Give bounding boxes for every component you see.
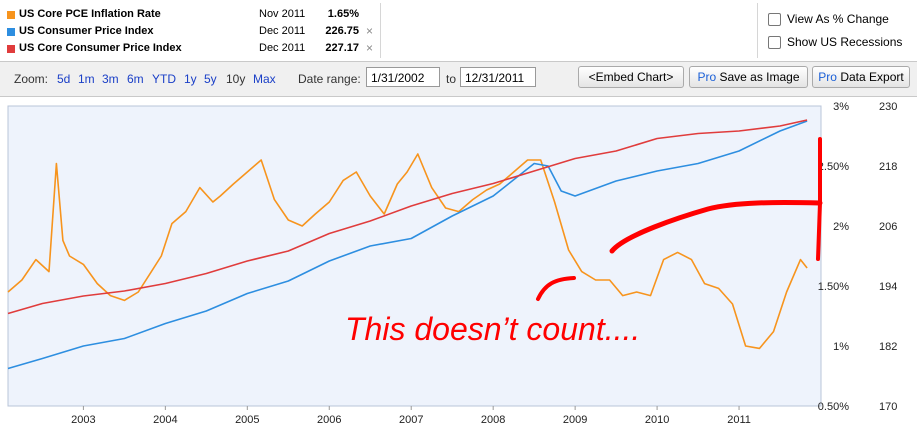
show-recessions-label: Show US Recessions [787, 35, 903, 49]
data-export-label: Data Export [840, 70, 904, 84]
series-line-us-core-pce-inflation-rate [7, 153, 808, 350]
date-range-label: Date range: [298, 72, 361, 86]
zoom-option-5y[interactable]: 5y [204, 72, 217, 86]
series-name: US Core PCE Inflation Rate [19, 8, 161, 20]
legend-row: US Core Consumer Price Index Dec 2011 227.… [3, 41, 380, 57]
legend-row: US Core PCE Inflation Rate Nov 2011 1.65% [3, 7, 380, 23]
legend-panel: US Core PCE Inflation Rate Nov 2011 1.65% U… [3, 3, 381, 58]
divider [0, 61, 917, 62]
annotation-line-stroke [609, 200, 823, 254]
series-line-us-consumer-price-index [7, 120, 808, 370]
y-left-tick-label: 0.50% [818, 401, 849, 413]
embed-chart-button[interactable]: <Embed Chart> [578, 66, 684, 88]
x-tick-label: 2011 [727, 414, 751, 426]
series-swatch [7, 28, 15, 36]
series-name: US Consumer Price Index [19, 25, 154, 37]
options-panel: View As % Change Show US Recessions [757, 3, 915, 58]
zoom-option-1m[interactable]: 1m [78, 72, 95, 86]
remove-series-icon[interactable]: × [366, 41, 374, 55]
x-tick-label: 2006 [317, 414, 341, 426]
zoom-option-1y[interactable]: 1y [184, 72, 197, 86]
series-name: US Core Consumer Price Index [19, 42, 182, 54]
y-left-tick-label: 2.50% [818, 161, 849, 173]
annotation-curl-stroke [536, 276, 576, 301]
series-date: Dec 2011 [259, 25, 306, 37]
data-export-button[interactable]: Pro Data Export [812, 66, 910, 88]
y-left-tick-label: 3% [833, 101, 849, 113]
y-right-tick-label: 230 [879, 101, 897, 113]
zoom-option-5d[interactable]: 5d [57, 72, 71, 86]
pro-badge: Pro [697, 70, 717, 84]
plot-area [7, 105, 822, 407]
view-as-percent-label: View As % Change [787, 12, 889, 26]
annotation-vertical-stroke [816, 137, 822, 261]
series-value: 227.17 [325, 42, 359, 54]
y-left-tick-label: 2% [833, 221, 849, 233]
zoom-option-6m[interactable]: 6m [127, 72, 144, 86]
y-left-tick-label: 1.50% [818, 281, 849, 293]
x-tick-label: 2005 [235, 414, 259, 426]
handwritten-annotation: This doesn’t count.... [345, 137, 823, 347]
series-swatch [7, 45, 15, 53]
to-label: to [446, 72, 457, 86]
save-as-image-button[interactable]: Pro Save as Image [689, 66, 808, 88]
remove-series-icon[interactable]: × [366, 24, 374, 38]
x-tick-label: 2004 [153, 414, 177, 426]
series-swatch [7, 11, 15, 19]
start-date-input[interactable]: 1/31/2002 [366, 67, 440, 87]
series-value: 226.75 [325, 25, 359, 37]
save-as-image-label: Save as Image [719, 70, 800, 84]
x-tick-label: 2009 [563, 414, 587, 426]
zoom-option-10y[interactable]: 10y [226, 72, 246, 86]
x-tick-label: 2008 [481, 414, 505, 426]
series-value: 1.65% [327, 8, 359, 20]
y-left-tick-label: 1% [833, 341, 849, 353]
legend-row: US Consumer Price Index Dec 2011 226.75 × [3, 24, 380, 40]
x-tick-label: 2010 [645, 414, 669, 426]
series-date: Dec 2011 [259, 42, 306, 54]
zoom-option-max[interactable]: Max [253, 72, 276, 86]
zoom-label: Zoom: [14, 72, 49, 86]
zoom-option-3m[interactable]: 3m [102, 72, 119, 86]
y-right-tick-label: 194 [879, 281, 897, 293]
y-right-tick-label: 218 [879, 161, 897, 173]
show-recessions-checkbox[interactable] [768, 36, 781, 49]
line-chart: 2003 2004 2005 2006 2007 2008 2009 2010 2011 3% 2… [0, 99, 917, 432]
x-tick-label: 2007 [399, 414, 423, 426]
view-as-percent-checkbox[interactable] [768, 13, 781, 26]
end-date-input[interactable]: 12/31/2011 [460, 67, 536, 87]
series-line-us-core-consumer-price-index [7, 119, 808, 315]
series-date: Nov 2011 [259, 8, 306, 20]
x-tick-label: 2003 [71, 414, 95, 426]
annotation-text: This doesn’t count.... [345, 311, 640, 347]
pro-badge: Pro [818, 70, 837, 84]
y-right-tick-label: 170 [879, 401, 897, 413]
toolbar: Zoom: 5d 1m 3m 6m YTD 1y 5y 10y Max Date range: … [0, 62, 917, 97]
y-right-tick-label: 206 [879, 221, 897, 233]
y-right-tick-label: 182 [879, 341, 897, 353]
zoom-option-ytd[interactable]: YTD [152, 72, 176, 86]
